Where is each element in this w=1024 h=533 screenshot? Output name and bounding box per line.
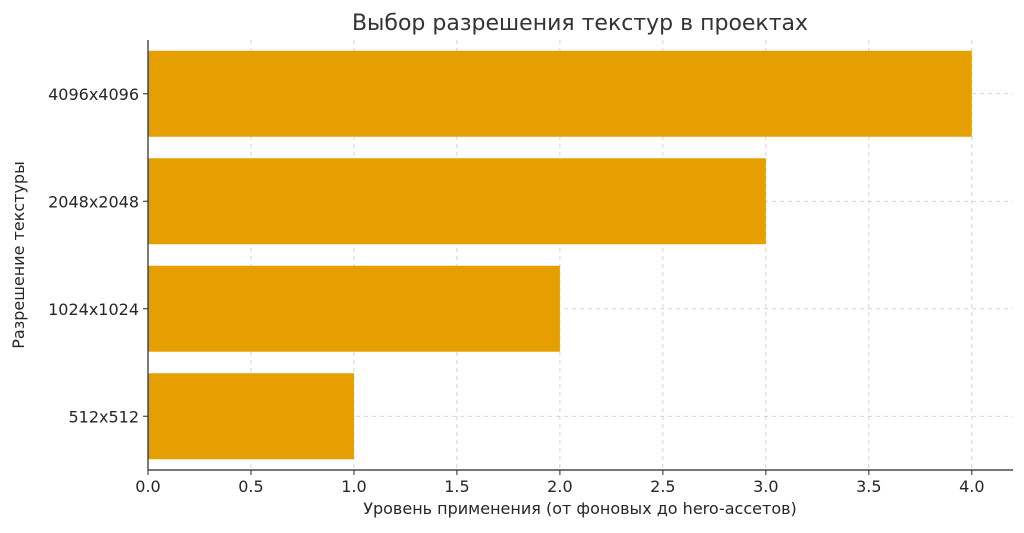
bar-1024x1024 <box>148 265 560 352</box>
y-axis-ticks: 512x512 1024x1024 2048x2048 4096x4096 <box>48 85 148 426</box>
x-tick-label: 0.0 <box>135 477 160 496</box>
bar-512x512 <box>148 373 354 460</box>
x-tick-label: 0.5 <box>238 477 263 496</box>
x-axis-ticks: 0.0 0.5 1.0 1.5 2.0 2.5 3.0 3.5 4.0 <box>135 470 985 496</box>
x-tick-label: 3.5 <box>856 477 881 496</box>
x-tick-label: 3.0 <box>753 477 778 496</box>
y-tick-label: 4096x4096 <box>48 85 139 104</box>
y-axis-label: Разрешение текстуры <box>9 161 28 348</box>
x-tick-label: 1.0 <box>341 477 366 496</box>
x-axis-label: Уровень применения (от фоновых до hero-а… <box>363 499 797 518</box>
x-tick-label: 2.0 <box>547 477 572 496</box>
chart-title: Выбор разрешения текстур в проектах <box>352 11 808 36</box>
x-tick-label: 4.0 <box>959 477 984 496</box>
y-tick-label: 512x512 <box>68 407 139 426</box>
bar-2048x2048 <box>148 158 766 245</box>
y-tick-label: 1024x1024 <box>48 300 139 319</box>
x-tick-label: 2.5 <box>650 477 675 496</box>
bars <box>148 50 972 460</box>
y-tick-label: 2048x2048 <box>48 192 139 211</box>
bar-4096x4096 <box>148 50 972 137</box>
x-tick-label: 1.5 <box>444 477 469 496</box>
